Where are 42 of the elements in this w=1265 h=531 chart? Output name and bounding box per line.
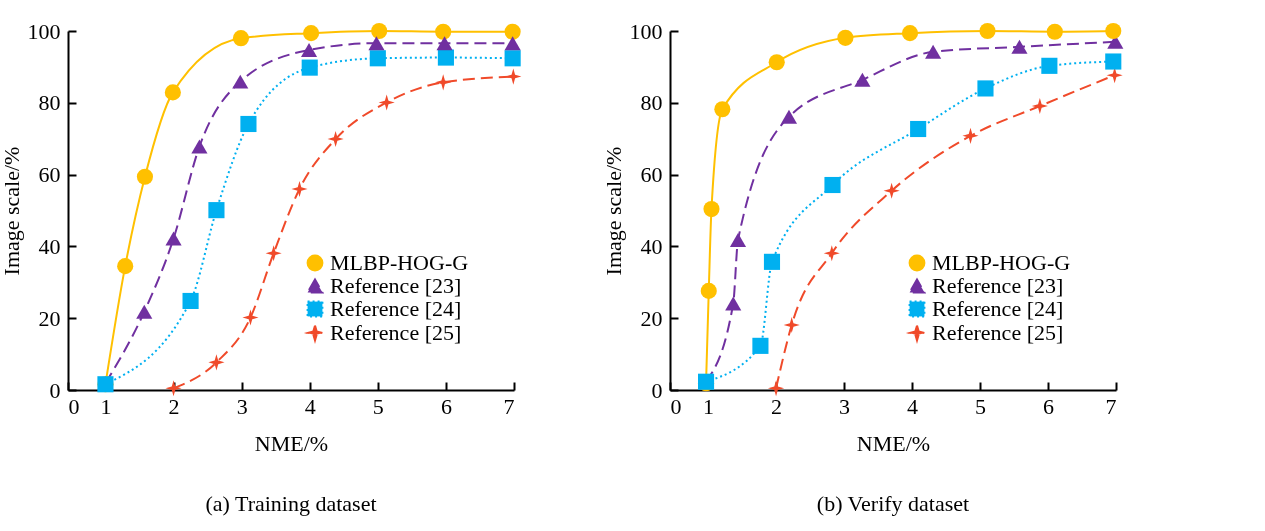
x-tick-label: 1 [703,393,715,419]
x-tick-label: 3 [236,393,248,419]
y-tick-label: 40 [640,233,663,259]
legend-label: MLBP-HOG-G [330,250,469,275]
x-tick-label: 2 [771,393,783,419]
x-tick-label: 3 [839,393,851,419]
y-tick-label: 20 [640,305,663,331]
y-tick-label: 20 [38,305,61,331]
x-tick-label: 2 [168,393,180,419]
x-axis-title: NME/% [856,430,931,456]
x-tick-label: 5 [975,393,987,419]
text: (b) Verify dataset [816,491,970,516]
y-tick-label: 80 [38,90,61,116]
y-tick-label: 60 [38,162,61,188]
x-tick-label: 4 [304,393,316,419]
y-tick-label: 60 [640,162,663,188]
y-axis-title: Image scale/% [0,146,24,276]
y-tick-label: 100 [27,18,61,44]
legend-label: Reference [23] [330,273,462,298]
legend-label: Reference [25] [330,320,462,345]
x-axis-title: NME/% [254,430,329,456]
x-tick-label: 6 [440,393,452,419]
y-tick-label: 100 [629,18,663,44]
x-tick-label: 0 [670,393,682,419]
x-tick-label: 7 [503,393,515,419]
x-tick-label: 4 [907,393,919,419]
legend-label: Reference [24] [330,296,462,321]
y-axis-title: Image scale/% [600,146,626,276]
y-tick-label: 0 [49,377,61,403]
x-tick-label: 5 [372,393,384,419]
text: (a) Training dataset [205,491,377,516]
x-tick-label: 0 [68,393,80,419]
legend-label: Reference [25] [932,320,1064,345]
legend-label: Reference [23] [932,273,1064,298]
legend-label: MLBP-HOG-G [932,250,1071,275]
x-tick-label: 7 [1105,393,1117,419]
y-tick-label: 0 [651,377,663,403]
legend-label: Reference [24] [932,296,1064,321]
y-tick-label: 80 [640,90,663,116]
x-tick-label: 1 [100,393,112,419]
y-tick-label: 40 [38,233,61,259]
x-tick-label: 6 [1043,393,1055,419]
